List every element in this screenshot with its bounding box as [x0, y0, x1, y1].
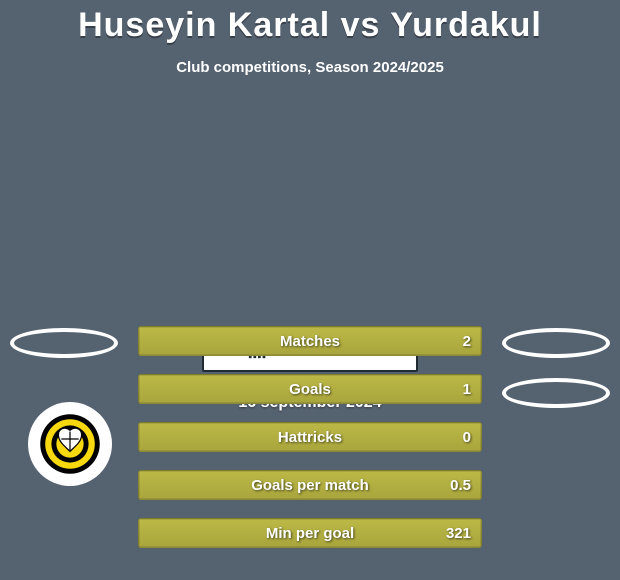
stat-label: Matches — [139, 327, 481, 355]
club-logo: MALATYA — [28, 402, 112, 486]
stat-label: Min per goal — [139, 519, 481, 547]
player-photo-placeholder-right-1 — [502, 328, 610, 358]
stat-bar: Hattricks 0 — [138, 422, 482, 452]
stat-bar: Matches 2 — [138, 326, 482, 356]
stat-value: 321 — [446, 519, 471, 547]
stat-bar: Goals 1 — [138, 374, 482, 404]
comparison-stage: MALATYA Matches 2 Goals 1 Hattricks 0 Go… — [0, 326, 620, 412]
stat-label: Goals per match — [139, 471, 481, 499]
stat-bar: Goals per match 0.5 — [138, 470, 482, 500]
stat-value: 0.5 — [450, 471, 471, 499]
stat-label: Goals — [139, 375, 481, 403]
player-photo-placeholder-left — [10, 328, 118, 358]
club-crest-icon: MALATYA — [39, 413, 101, 475]
page-title: Huseyin Kartal vs Yurdakul — [0, 6, 620, 45]
stat-value: 1 — [463, 375, 471, 403]
stat-bar: Min per goal 321 — [138, 518, 482, 548]
stat-value: 0 — [463, 423, 471, 451]
stat-bars: Matches 2 Goals 1 Hattricks 0 Goals per … — [138, 326, 482, 566]
page-subtitle: Club competitions, Season 2024/2025 — [0, 59, 620, 76]
stat-value: 2 — [463, 327, 471, 355]
player-photo-placeholder-right-2 — [502, 378, 610, 408]
stat-label: Hattricks — [139, 423, 481, 451]
